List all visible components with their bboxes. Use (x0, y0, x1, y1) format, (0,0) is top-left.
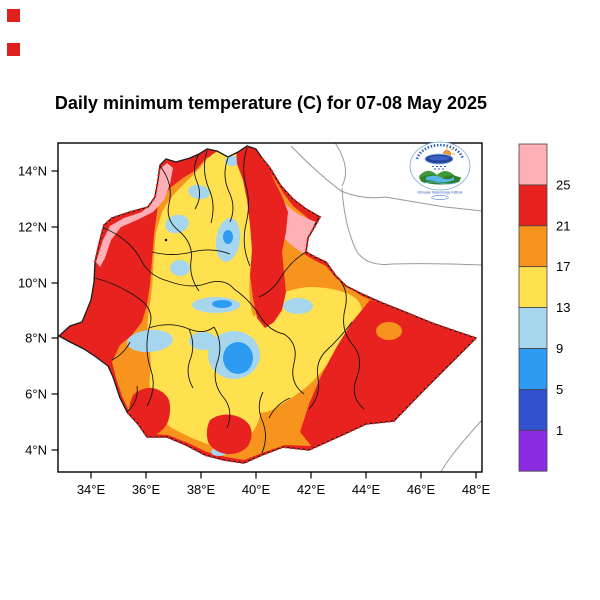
chart-title: Daily minimum temperature (C) for 07-08 … (55, 93, 487, 113)
x-tick-label: 42°E (297, 482, 326, 497)
x-tick-label: 46°E (407, 482, 436, 497)
red-square-marker (7, 43, 20, 56)
y-tick-label: 4°N (25, 443, 47, 458)
x-tick-label: 40°E (242, 482, 271, 497)
y-axis: 14°N 12°N 10°N 8°N 6°N 4°N (18, 164, 58, 458)
legend-color-swatch (518, 266, 548, 309)
water-wave-icon (423, 181, 457, 185)
fill-pink-northwest (96, 163, 173, 267)
logo-caption: Ethiopian Meteorology Institute (417, 191, 462, 195)
legend-value-label: 13 (556, 300, 570, 315)
ethiopia-border-red-dots (93, 157, 478, 465)
legend-value-label: 25 (556, 177, 570, 192)
legend-color-swatch (518, 184, 548, 227)
legend-color-swatch (518, 348, 548, 390)
fill-red-southeast (300, 300, 476, 447)
plot-frame (57, 142, 483, 473)
legend-value-label: 1 (556, 423, 563, 438)
y-tick-label: 14°N (18, 164, 47, 179)
x-tick-label: 34°E (77, 482, 106, 497)
sun-rays-icon (446, 146, 455, 155)
fill-mediumblue-cores (212, 230, 253, 374)
legend-color-swatch (518, 143, 548, 186)
admin-zone-boundaries (94, 147, 365, 454)
fill-yellow-east (249, 287, 362, 413)
fill-red-pocket-south (206, 414, 252, 455)
y-tick-label: 12°N (18, 220, 47, 235)
town-dot (164, 238, 168, 242)
cloud-streak (429, 156, 449, 161)
red-square-marker (7, 9, 20, 22)
fill-red-escarpment-strip (236, 146, 288, 328)
legend-value-label: 21 (556, 218, 570, 233)
x-tick-label: 36°E (132, 482, 161, 497)
legend-color-swatch (518, 388, 548, 431)
x-tick-label: 48°E (462, 482, 491, 497)
legend-value-label: 17 (556, 259, 570, 274)
river-icon (426, 175, 454, 183)
logo-banner-ellipse (431, 195, 449, 200)
y-tick-label: 8°N (25, 331, 47, 346)
x-tick-label: 38°E (187, 482, 216, 497)
corner-red-squares (7, 9, 20, 56)
colorbar-legend: 25 21 17 13 9 5 1 (518, 143, 570, 472)
legend-value-label: 9 (556, 341, 563, 356)
neighbor-country-borders (290, 143, 482, 472)
x-tick-label: 44°E (352, 482, 381, 497)
legend-color-swatch (518, 225, 548, 268)
legend-color-swatch (518, 307, 548, 349)
legend-value-label: 5 (556, 382, 563, 397)
rain-dots (432, 166, 446, 170)
legend-color-swatch (518, 429, 548, 472)
y-tick-label: 6°N (25, 387, 47, 402)
x-axis: 34°E 36°E 38°E 40°E 42°E 44°E 46°E 48°E (77, 472, 491, 497)
fill-orange-pocket-se (376, 322, 402, 340)
y-tick-label: 10°N (18, 276, 47, 291)
meteorology-institute-logo: Ethiopian Meteorology Institute (409, 141, 471, 200)
